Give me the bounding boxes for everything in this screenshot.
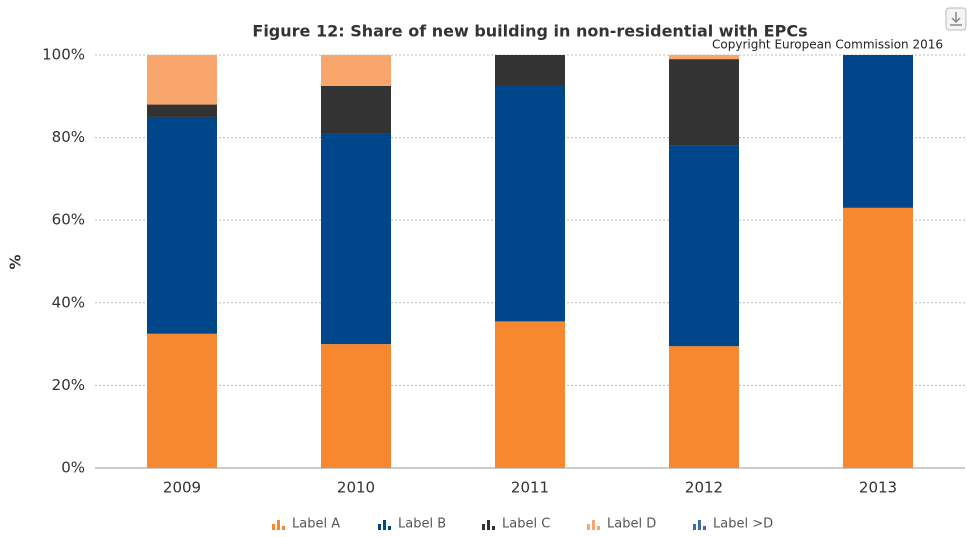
legend-label: Label A	[292, 517, 340, 532]
bar-segment	[843, 207, 913, 468]
bar-segment	[843, 55, 913, 208]
legend-swatch	[597, 526, 600, 530]
bar-segment	[147, 116, 217, 334]
bar-segment	[669, 346, 739, 468]
legend-swatch	[277, 520, 280, 530]
chart-subtitle: Copyright European Commission 2016	[712, 38, 943, 52]
bar-segment	[669, 59, 739, 146]
legend-swatch	[703, 526, 706, 530]
y-tick-label: 100%	[42, 46, 85, 64]
x-tick-label: 2010	[337, 479, 375, 497]
legend-label: Label >D	[713, 517, 773, 532]
legend-swatch	[693, 524, 696, 530]
legend-swatch	[487, 520, 490, 530]
y-tick-label: 40%	[52, 293, 85, 311]
legend-label: Label D	[607, 517, 656, 532]
y-tick-label: 0%	[61, 459, 85, 477]
legend-label: Label B	[398, 517, 446, 532]
legend-swatch	[272, 524, 275, 530]
legend-swatch	[492, 526, 495, 530]
x-tick-label: 2012	[685, 479, 723, 497]
legend-swatch	[587, 524, 590, 530]
bar-segment	[321, 55, 391, 86]
bar-segment	[495, 55, 565, 86]
bar-segment	[495, 321, 565, 468]
legend-swatch	[378, 524, 381, 530]
bar-segment	[147, 104, 217, 117]
y-tick-label: 80%	[52, 128, 85, 146]
legend-swatch	[482, 524, 485, 530]
legend-swatch	[282, 526, 285, 530]
y-tick-label: 20%	[52, 376, 85, 394]
legend-swatch	[388, 526, 391, 530]
legend-swatch	[383, 520, 386, 530]
y-tick-label: 60%	[52, 211, 85, 229]
x-tick-label: 2009	[163, 479, 201, 497]
bar-segment	[147, 55, 217, 105]
x-tick-label: 2011	[511, 479, 549, 497]
legend-swatch	[592, 520, 595, 530]
bar-segment	[147, 333, 217, 468]
legend-swatch	[698, 520, 701, 530]
bar-segment	[321, 344, 391, 468]
bar-segment	[669, 55, 739, 60]
x-tick-label: 2013	[859, 479, 897, 497]
y-axis-label: %	[7, 254, 25, 269]
download-button[interactable]	[945, 7, 967, 31]
bar-segment	[495, 85, 565, 322]
bar-segment	[321, 85, 391, 134]
bar-segment	[669, 145, 739, 347]
chart-title: Figure 12: Share of new building in non-…	[252, 22, 807, 41]
bar-segment	[321, 133, 391, 345]
legend-label: Label C	[502, 517, 550, 532]
